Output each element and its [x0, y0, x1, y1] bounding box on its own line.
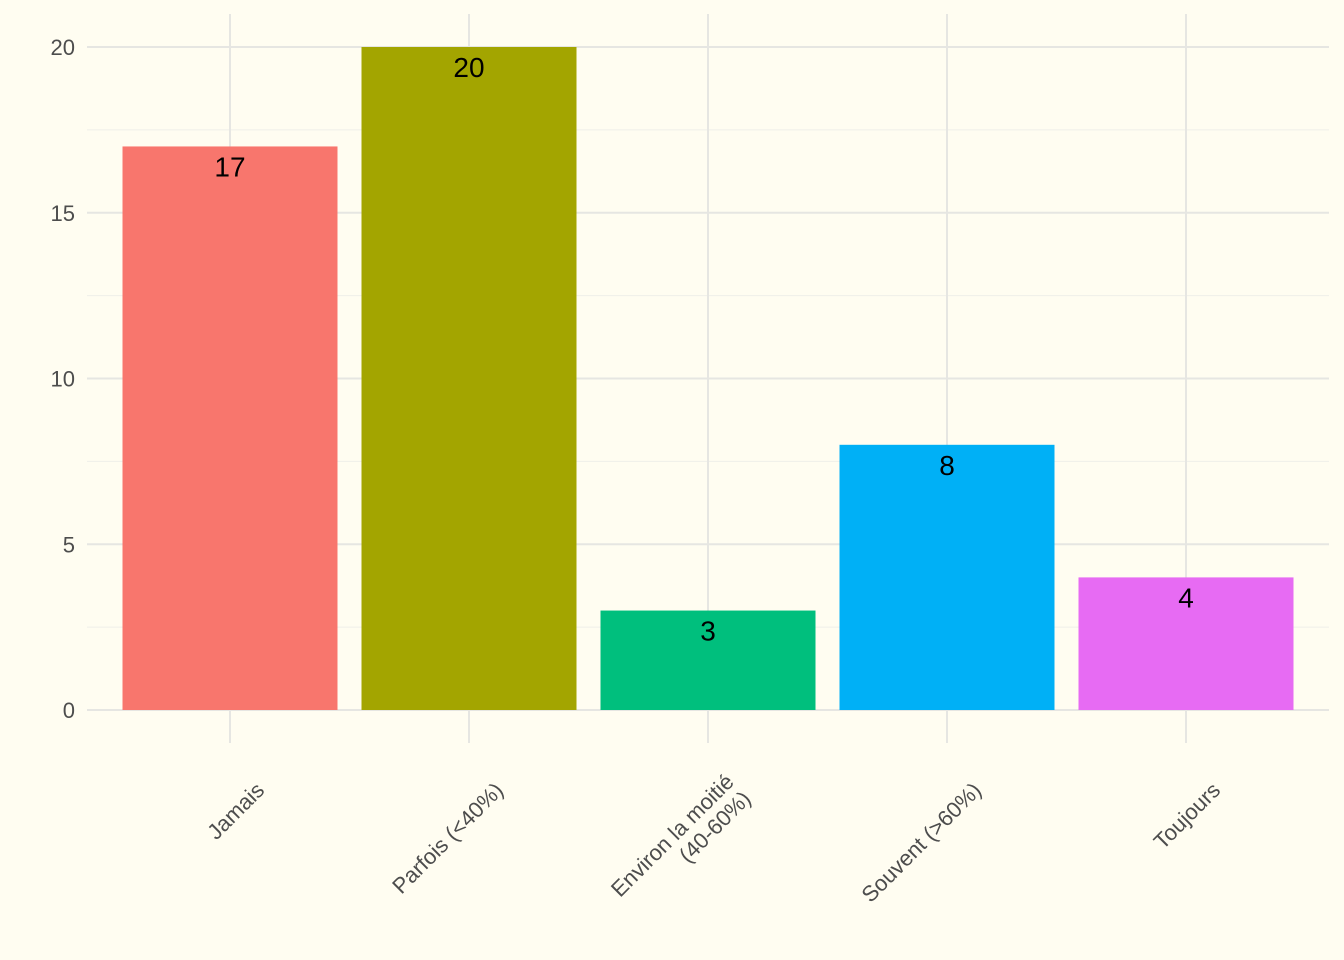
data-label: 4: [1178, 582, 1194, 613]
y-tick-label: 0: [63, 698, 75, 723]
data-labels: 17 20 3 8 4: [214, 52, 1193, 647]
y-tick-label: 15: [51, 201, 75, 226]
data-label: 17: [214, 151, 245, 182]
bar: [122, 146, 338, 710]
bars: [122, 47, 1294, 710]
bar: [839, 444, 1055, 710]
y-tick-label: 20: [51, 35, 75, 60]
data-label: 3: [700, 616, 716, 647]
bar: [1078, 577, 1294, 710]
y-axis-ticks: 0 5 10 15 20: [51, 35, 75, 723]
data-label: 8: [939, 450, 955, 481]
bar: [600, 610, 816, 710]
y-tick-label: 5: [63, 532, 75, 557]
bar: [361, 47, 577, 710]
y-tick-label: 10: [51, 367, 75, 392]
data-label: 20: [453, 52, 484, 83]
